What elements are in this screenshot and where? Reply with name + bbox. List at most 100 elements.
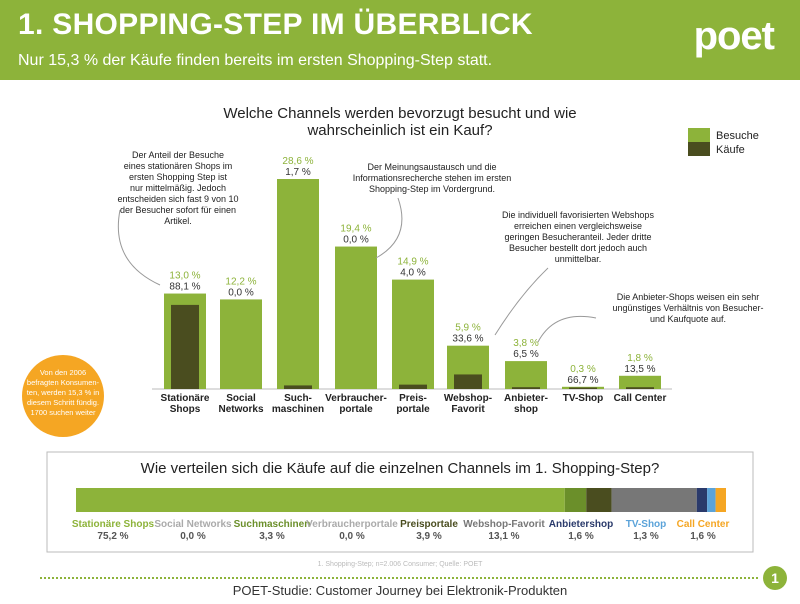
distribution-value-label: 3,9 % <box>416 531 442 542</box>
legend-label-kaeufe: Käufe <box>716 144 745 156</box>
distribution-segment <box>586 488 612 512</box>
data-label-kaeufe: 0,0 % <box>228 287 254 298</box>
annotation-text: Besucher bestellt dort jedoch auch <box>509 243 647 253</box>
category-label: Call Center <box>614 393 667 404</box>
category-label: Shops <box>170 404 201 415</box>
category-label: Anbieter- <box>504 393 548 404</box>
distribution-value-label: 3,3 % <box>259 531 285 542</box>
category-label: TV-Shop <box>563 393 604 404</box>
distribution-value-label: 75,2 % <box>97 531 128 542</box>
data-label-kaeufe: 4,0 % <box>400 268 426 279</box>
data-label-besuche: 1,8 % <box>627 353 653 364</box>
page-subtitle: Nur 15,3 % der Käufe finden bereits im e… <box>18 52 493 69</box>
distribution-segment <box>611 488 697 512</box>
legend-swatch-kaeufe <box>688 142 710 156</box>
info-badge-text: 1700 suchen weiter <box>30 408 96 417</box>
chart-title: Welche Channels werden bevorzugt besucht… <box>223 105 576 122</box>
chart-title: wahrscheinlich ist ein Kauf? <box>306 122 492 139</box>
distribution-category-label: Social Networks <box>154 519 232 530</box>
distribution-title: Wie verteilen sich die Käufe auf die ein… <box>141 460 660 477</box>
bar-besuche <box>220 299 262 389</box>
data-label-besuche: 13,0 % <box>169 271 200 282</box>
bar-besuche <box>619 375 661 389</box>
source-note: 1. Shopping-Step; n=2.006 Consumer; Quel… <box>318 561 484 568</box>
annotation-text: Die individuell favorisierten Webshops <box>502 210 654 220</box>
annotation-text: eines stationären Shops im <box>124 161 233 171</box>
distribution-category-label: Stationäre Shops <box>72 519 155 530</box>
distribution-segment <box>707 488 716 512</box>
data-label-besuche: 5,9 % <box>455 323 481 334</box>
distribution-value-label: 13,1 % <box>488 531 519 542</box>
distribution-category-label: Suchmaschinen <box>234 519 311 530</box>
bar-kaeufe <box>626 387 654 389</box>
annotation-text: nur mittelmäßig. Jedoch <box>130 183 226 193</box>
legend-label-besuche: Besuche <box>716 130 759 142</box>
distribution-panel <box>46 451 754 553</box>
page-title: 1. SHOPPING-STEP IM ÜBERBLICK <box>18 8 533 41</box>
annotation-text: unmittelbar. <box>555 254 602 264</box>
category-label: Verbraucher- <box>325 393 387 404</box>
data-label-besuche: 28,6 % <box>282 156 313 167</box>
distribution-category-label: Webshop-Favorit <box>463 519 545 530</box>
distribution-segment <box>564 488 587 512</box>
annotation-connector <box>117 209 161 286</box>
info-badge <box>22 355 104 437</box>
annotation-connector <box>375 197 403 259</box>
bar-besuche <box>335 246 377 389</box>
bar-kaeufe <box>512 387 540 389</box>
category-label: maschinen <box>272 404 324 415</box>
data-label-kaeufe: 0,0 % <box>343 235 369 246</box>
bar-besuche <box>505 361 547 389</box>
footer-divider <box>40 577 758 579</box>
category-label: Preis- <box>399 393 427 404</box>
category-label: Favorit <box>451 404 485 415</box>
bar-kaeufe <box>284 385 312 389</box>
distribution-category-label: TV-Shop <box>626 519 667 530</box>
data-label-besuche: 3,8 % <box>513 338 539 349</box>
bar-kaeufe <box>569 387 597 389</box>
info-badge-text: ten, werden 15,3 % in <box>27 388 100 397</box>
data-label-besuche: 12,2 % <box>225 276 256 287</box>
bar-besuche <box>277 179 319 389</box>
data-label-kaeufe: 66,7 % <box>567 375 598 386</box>
info-badge-text: befragten Konsumen- <box>27 378 100 387</box>
annotation-text: ersten Shopping Step ist <box>129 172 228 182</box>
data-label-besuche: 19,4 % <box>340 224 371 235</box>
distribution-category-label: Call Center <box>677 519 730 530</box>
footer-text: POET-Studie: Customer Journey bei Elektr… <box>232 583 568 598</box>
page-number: 1 <box>763 566 787 590</box>
bar-kaeufe <box>171 304 199 389</box>
data-label-kaeufe: 13,5 % <box>624 364 655 375</box>
distribution-category-label: Anbietershop <box>549 519 613 530</box>
category-label: portale <box>339 404 373 415</box>
annotation-text: Informationsrecherche stehen im ersten <box>353 173 512 183</box>
data-label-kaeufe: 33,6 % <box>452 334 483 345</box>
distribution-segment <box>715 488 726 512</box>
category-label: shop <box>514 404 538 415</box>
annotation-text: entscheiden sich fast 9 von 10 <box>117 194 238 204</box>
category-label: portale <box>396 404 430 415</box>
poet-logo: poet <box>693 14 775 58</box>
annotation-connector <box>537 315 597 343</box>
annotation-text: Artikel. <box>164 216 192 226</box>
annotation-text: erreichen einen vergleichsweise <box>514 221 642 231</box>
category-label: Stationäre <box>161 393 210 404</box>
category-label: Social <box>226 393 256 404</box>
data-label-kaeufe: 1,7 % <box>285 167 311 178</box>
header-banner: 1. SHOPPING-STEP IM ÜBERBLICK Nur 15,3 %… <box>0 0 800 80</box>
annotation-text: ungünstiges Verhältnis von Besucher- <box>612 303 763 313</box>
annotation-text: geringen Besucheranteil. Jeder dritte <box>504 232 651 242</box>
data-label-kaeufe: 6,5 % <box>513 349 539 360</box>
data-label-besuche: 14,9 % <box>397 257 428 268</box>
annotation-text: und Kaufquote auf. <box>650 314 726 324</box>
info-badge-text: diesem Schritt fündig. <box>27 398 99 407</box>
bar-kaeufe <box>454 374 482 389</box>
distribution-value-label: 0,0 % <box>339 531 365 542</box>
data-label-besuche: 0,3 % <box>570 364 596 375</box>
annotation-connector <box>494 267 549 336</box>
distribution-value-label: 1,6 % <box>690 531 716 542</box>
category-label: Such- <box>284 393 312 404</box>
category-label: Networks <box>218 404 263 415</box>
distribution-segment <box>76 488 565 512</box>
